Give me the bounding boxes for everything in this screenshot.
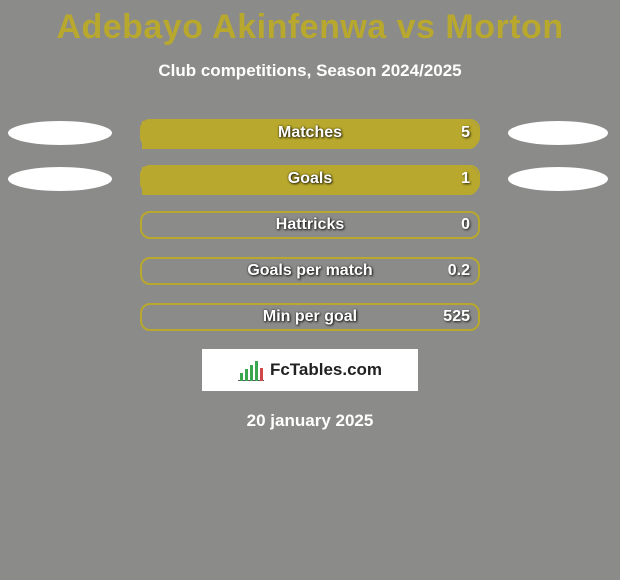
stat-value-right: 0.2 xyxy=(448,262,470,280)
bar-container: Goals xyxy=(140,165,480,193)
stat-label: Matches xyxy=(278,124,342,142)
stat-label: Goals xyxy=(288,170,332,188)
player-right-marker xyxy=(508,121,608,145)
player-right-marker xyxy=(508,167,608,191)
stat-label: Min per goal xyxy=(263,308,357,326)
player-left-marker xyxy=(8,121,112,145)
stat-value-right: 5 xyxy=(461,124,470,142)
stat-label: Goals per match xyxy=(247,262,372,280)
stat-value-right: 0 xyxy=(461,216,470,234)
bar-container: Min per goal xyxy=(140,303,480,331)
fctables-logo: FcTables.com xyxy=(202,349,418,391)
stat-row-goals-per-match: Goals per match 0.2 xyxy=(0,257,620,285)
bar-container: Goals per match xyxy=(140,257,480,285)
subtitle: Club competitions, Season 2024/2025 xyxy=(0,61,620,81)
stat-value-right: 1 xyxy=(461,170,470,188)
bar-container: Hattricks xyxy=(140,211,480,239)
stat-row-hattricks: Hattricks 0 xyxy=(0,211,620,239)
chart-icon xyxy=(238,359,264,381)
logo-text: FcTables.com xyxy=(270,360,382,380)
stat-label: Hattricks xyxy=(276,216,344,234)
stat-value-right: 525 xyxy=(443,308,470,326)
stat-row-matches: Matches 5 xyxy=(0,119,620,147)
date-text: 20 january 2025 xyxy=(0,411,620,431)
bar-container: Matches xyxy=(140,119,480,147)
comparison-chart: Matches 5 Goals 1 Hattricks 0 xyxy=(0,119,620,331)
page: Adebayo Akinfenwa vs Morton Club competi… xyxy=(0,0,620,580)
page-title: Adebayo Akinfenwa vs Morton xyxy=(0,0,620,47)
stat-row-goals: Goals 1 xyxy=(0,165,620,193)
stat-row-min-per-goal: Min per goal 525 xyxy=(0,303,620,331)
player-left-marker xyxy=(8,167,112,191)
